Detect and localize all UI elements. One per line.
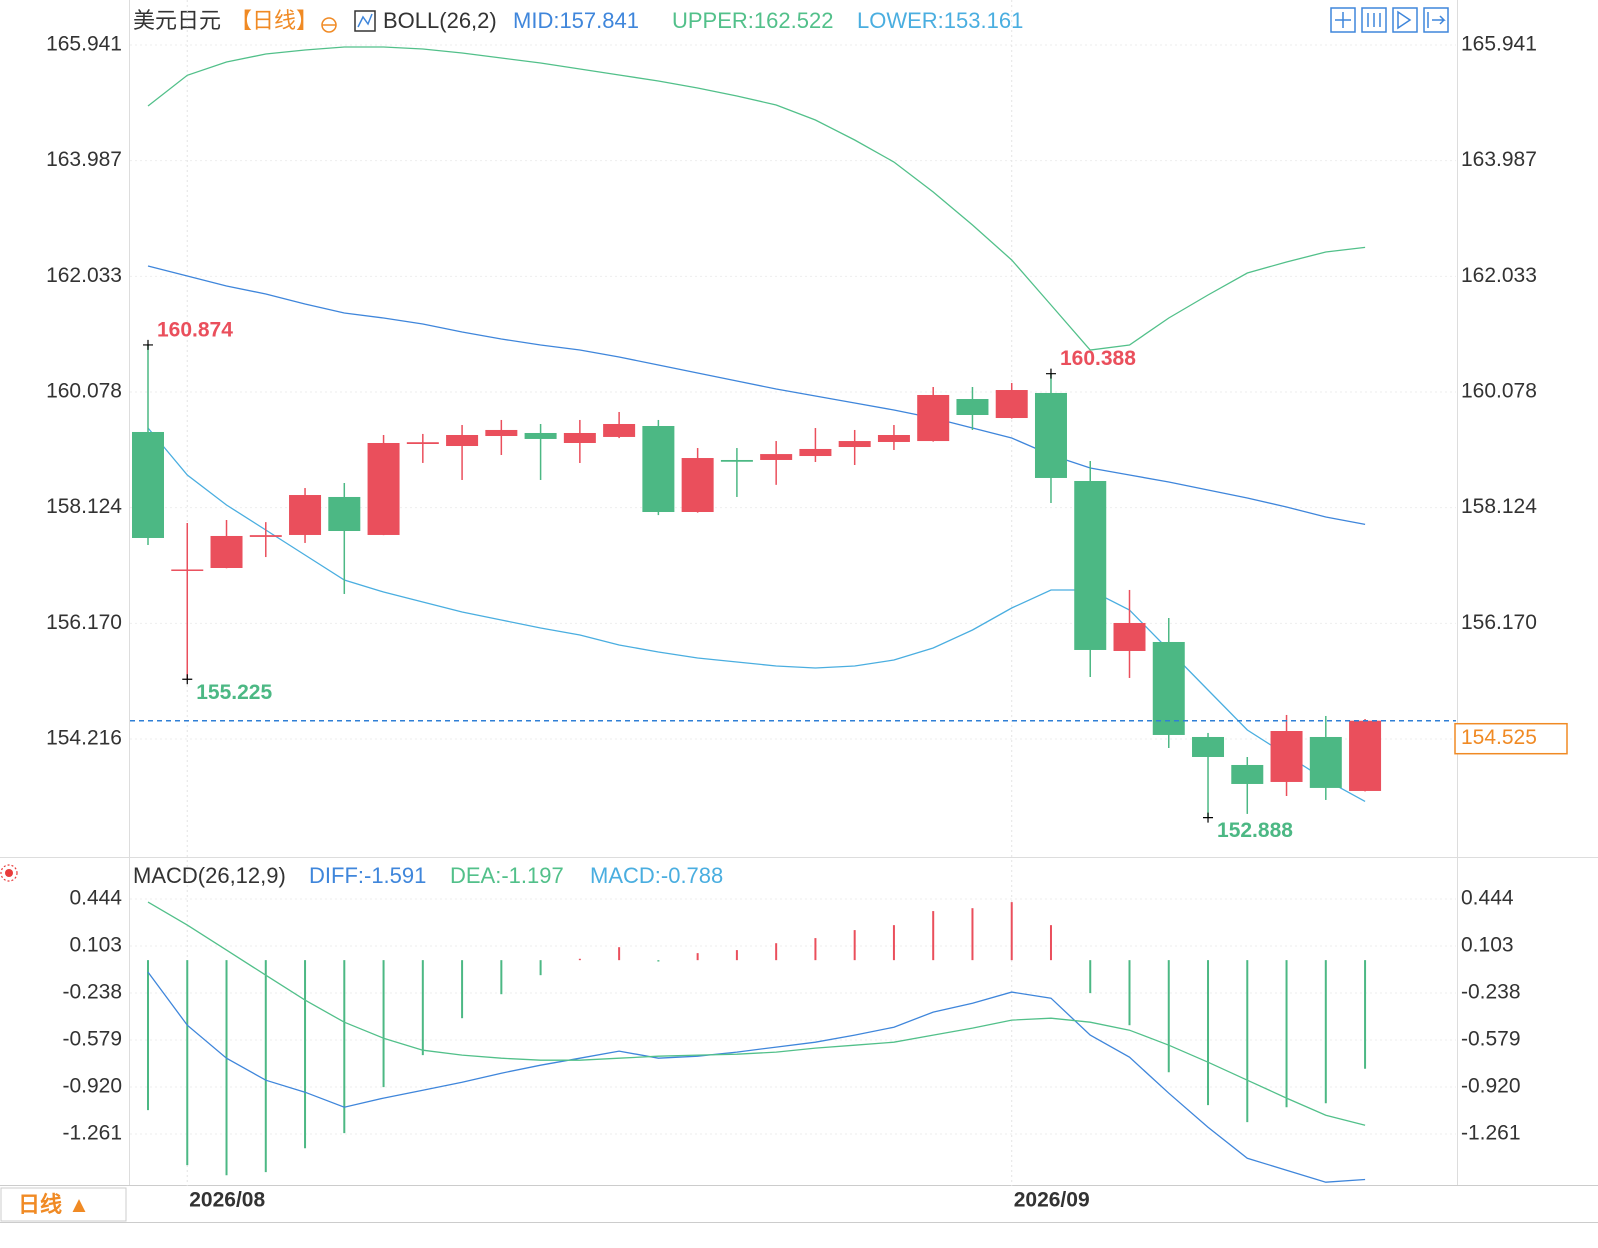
candle-body (1192, 736, 1225, 757)
candle-body (995, 390, 1028, 419)
indicator-name: BOLL(26,2) (383, 8, 497, 33)
candle-body (289, 495, 322, 535)
period-button[interactable] (0, 1187, 127, 1222)
candle-body (720, 459, 753, 462)
legend-entry: UPPER:162.522 (672, 8, 833, 33)
y-tick-label: 162.033 (46, 264, 122, 287)
y-tick-label: 0.444 (69, 886, 122, 909)
last-price-box (1454, 722, 1568, 755)
toolbar (1330, 7, 1449, 33)
period[interactable]: 【日线】 (230, 8, 318, 33)
tool-button[interactable] (1392, 7, 1418, 33)
y-tick-label-right: 156.170 (1461, 611, 1537, 634)
boll-line (147, 265, 1366, 526)
high-annotation: 160.874 (157, 318, 233, 341)
x-tick-label: 2026/08 (189, 1189, 265, 1212)
macd-line (147, 901, 1366, 1126)
y-tick-label-right: -0.238 (1461, 981, 1521, 1004)
candle-body (210, 535, 243, 568)
y-tick-label: -0.579 (62, 1028, 122, 1051)
candle-body (1152, 641, 1185, 735)
symbol: 美元日元 (133, 8, 221, 33)
legend-entry: DIFF:-1.591 (309, 863, 426, 888)
candle-body (446, 435, 479, 447)
x-tick-label: 2026/09 (1014, 1189, 1090, 1212)
y-tick-label-right: 0.444 (1461, 886, 1514, 909)
y-tick-label-right: 163.987 (1461, 148, 1537, 171)
candle-body (406, 442, 439, 444)
legend-entry: MID:157.841 (513, 8, 639, 33)
candle-body (485, 429, 518, 437)
candle-body (367, 442, 400, 535)
candle-body (877, 435, 910, 442)
candle-body (603, 423, 636, 437)
candle-body (524, 432, 557, 439)
candle-body (563, 432, 596, 443)
candle-body (1074, 480, 1107, 650)
y-tick-label: 163.987 (46, 148, 122, 171)
candle-body (681, 458, 714, 513)
period-button-label[interactable]: 日线 ▲ (18, 1192, 90, 1217)
candle-body (249, 535, 282, 537)
y-tick-label-right: -0.579 (1461, 1028, 1521, 1051)
y-tick-label-right: 158.124 (1461, 495, 1537, 518)
legend-entry: MACD:-0.788 (590, 863, 723, 888)
last-price-label: 154.525 (1461, 726, 1537, 749)
y-tick-label: 160.078 (46, 380, 122, 403)
legend-entry: LOWER:153.161 (857, 8, 1023, 33)
candle-body (799, 448, 832, 457)
candle-body (838, 441, 871, 448)
y-tick-label: 154.216 (46, 727, 122, 750)
candle-body (1231, 764, 1264, 784)
extreme-marker (143, 339, 153, 350)
low-annotation: 155.225 (196, 681, 272, 704)
y-tick-label: 0.103 (69, 934, 122, 957)
candle-body (171, 569, 204, 571)
candle-body (760, 454, 793, 460)
y-tick-label: 158.124 (46, 495, 122, 518)
settings-icon[interactable] (321, 17, 337, 33)
macd-line (147, 971, 1366, 1183)
candle-body (1309, 736, 1342, 788)
legend-entry: DEA:-1.197 (450, 863, 564, 888)
candle-body (1349, 720, 1382, 791)
extreme-marker (1203, 812, 1214, 823)
y-tick-label: 156.170 (46, 611, 122, 634)
y-tick-label-right: 0.103 (1461, 934, 1514, 957)
indicator-name: MACD(26,12,9) (133, 863, 286, 888)
y-tick-label: 165.941 (46, 33, 122, 56)
candle-body (917, 394, 950, 442)
candle-body (1034, 392, 1067, 478)
candle-body (956, 399, 989, 415)
candle-body (328, 496, 361, 532)
candle-body (642, 426, 675, 513)
candle-body (1113, 622, 1146, 651)
macd-icon[interactable] (0, 864, 18, 882)
y-tick-label: -1.261 (62, 1122, 122, 1145)
y-tick-label: -0.920 (62, 1075, 122, 1098)
y-tick-label-right: 160.078 (1461, 380, 1537, 403)
candle-body (1270, 731, 1303, 782)
extreme-marker (1045, 368, 1056, 379)
boll-line (147, 46, 1366, 351)
low-annotation: 152.888 (1217, 819, 1293, 842)
y-tick-label-right: -1.261 (1461, 1122, 1521, 1145)
y-tick-label-right: -0.920 (1461, 1075, 1521, 1098)
extreme-marker (182, 674, 193, 685)
candle-body (132, 431, 164, 538)
high-annotation: 160.388 (1060, 347, 1136, 370)
y-tick-label-right: 162.033 (1461, 264, 1537, 287)
indicator-icon[interactable] (354, 10, 376, 32)
y-tick-label-right: 165.941 (1461, 33, 1537, 56)
y-tick-label: -0.238 (62, 981, 122, 1004)
